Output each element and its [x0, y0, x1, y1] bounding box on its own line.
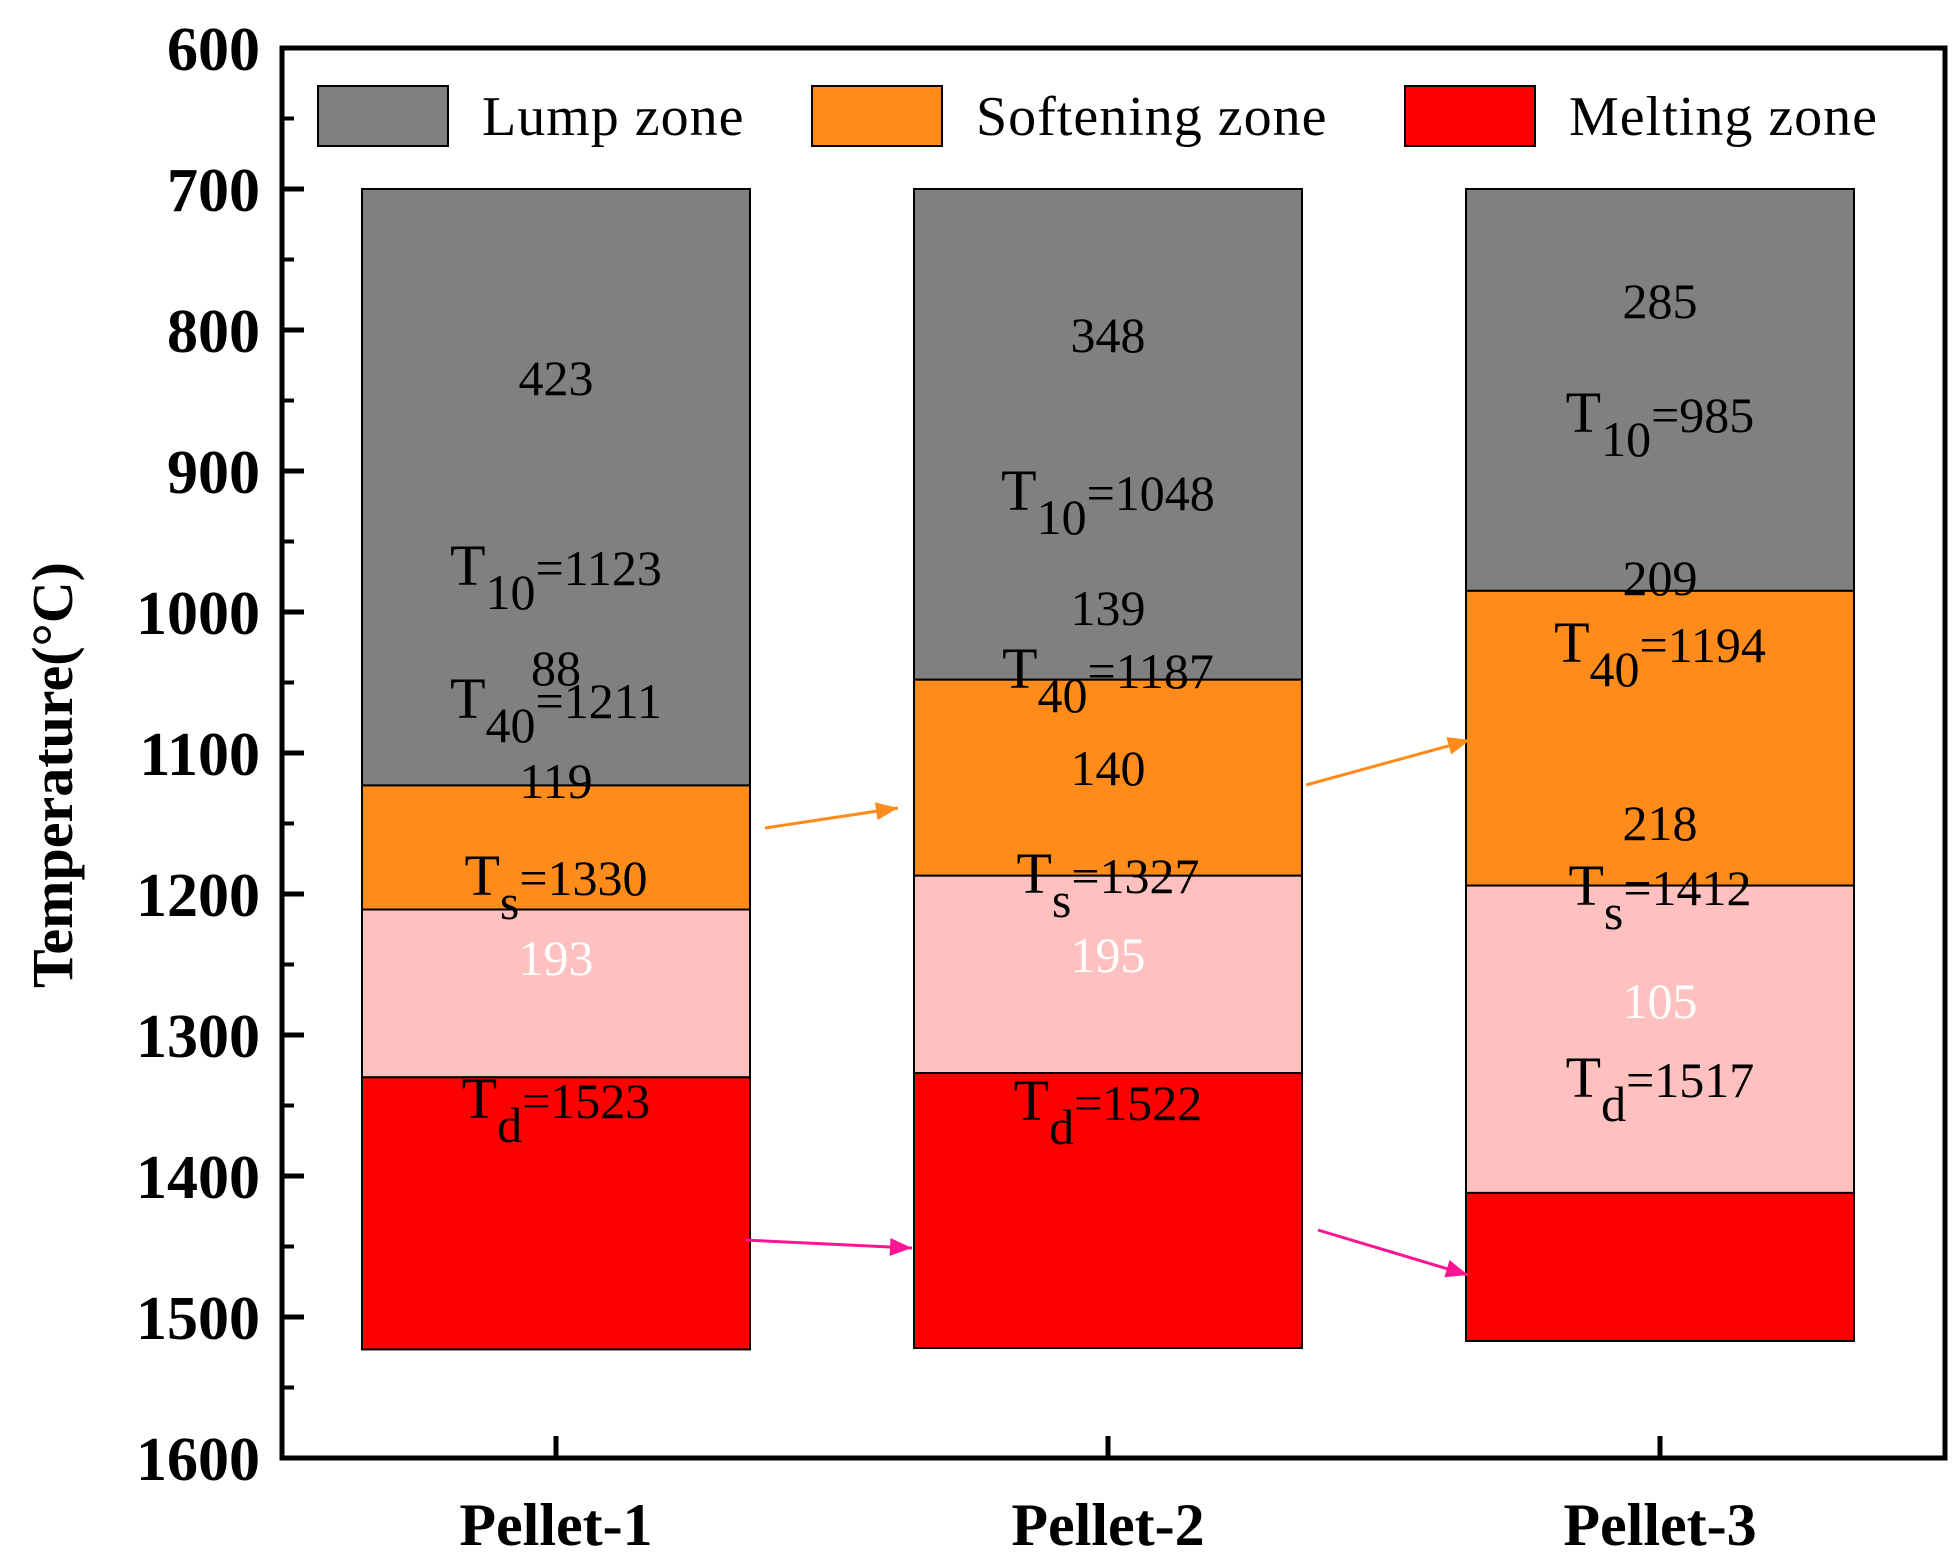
melting-width-label-2: 195	[1071, 927, 1146, 983]
softening-upper-width-label-3: 209	[1623, 550, 1698, 606]
y-tick-label-1100: 1100	[139, 721, 260, 789]
melting-arrow-1-line	[744, 1238, 913, 1250]
y-tick-label-1300: 1300	[136, 1003, 260, 1071]
softening-arrow-1	[764, 802, 899, 830]
softening-upper-segment-3	[1465, 589, 1855, 887]
legend-label-1: Lump zone	[482, 86, 744, 148]
melting-width-label-1: 193	[519, 930, 594, 986]
softening-lower-width-label-3: 218	[1623, 795, 1698, 851]
softening-lower-segment-3	[1465, 884, 1855, 1194]
legend-swatch-3	[1404, 85, 1536, 147]
lump-width-label-2: 348	[1071, 307, 1146, 363]
legend-label-2: Softening zone	[976, 86, 1327, 148]
y-tick-label-1000: 1000	[136, 580, 260, 648]
softening-upper-segment-2	[913, 678, 1303, 877]
softening-lower-width-label-1: 119	[519, 753, 592, 809]
softening-upper-segment-1	[361, 784, 751, 911]
lump-width-label-1: 423	[519, 350, 594, 406]
x-category-label-2: Pellet-2	[1011, 1492, 1204, 1558]
y-tick-label-1600: 1600	[136, 1426, 260, 1494]
lump-segment-2	[913, 188, 1303, 681]
softening-lower-width-label-2: 140	[1071, 740, 1146, 796]
melting-segment-2	[913, 1072, 1303, 1350]
y-axis-title: Temperature(°C)	[20, 562, 85, 988]
bars-layer	[361, 188, 1855, 1351]
softening-upper-width-label-1: 88	[531, 640, 581, 696]
td-label-3: Td=1517	[1566, 1045, 1755, 1132]
y-tick-label-700: 700	[167, 157, 260, 225]
y-tick-label-1200: 1200	[136, 862, 260, 930]
td-label-2: Td=1522	[1014, 1068, 1203, 1155]
legend-layer: Lump zone Softening zone Melting zone	[317, 85, 1878, 148]
arrows-layer	[744, 737, 1471, 1278]
t40-label-2: T40=1187	[1002, 636, 1214, 723]
ts-label-2: Ts=1327	[1016, 841, 1199, 928]
t10-label-2: T10=1048	[1001, 458, 1215, 545]
melting-width-label-3: 105	[1623, 973, 1698, 1029]
melting-arrow-2-head	[1444, 1260, 1468, 1278]
t10-label-1: T10=1123	[450, 533, 662, 620]
melting-segment-3	[1465, 1191, 1855, 1342]
softening-upper-width-label-2: 139	[1071, 580, 1146, 636]
legend-label-3: Melting zone	[1569, 86, 1878, 148]
y-tick-label-900: 900	[167, 439, 260, 507]
softening-arrow-1-head	[874, 802, 898, 821]
softening-arrow-2-line	[1305, 738, 1471, 787]
t10-label-3: T10=985	[1566, 380, 1755, 467]
melting-arrow-2-line	[1317, 1228, 1469, 1277]
ts-label-1: Ts=1330	[464, 843, 647, 930]
lump-width-label-3: 285	[1623, 273, 1698, 329]
melting-segment-1	[361, 1076, 751, 1351]
y-tick-label-800: 800	[167, 298, 260, 366]
x-category-label-3: Pellet-3	[1563, 1492, 1756, 1558]
softening-arrow-2-head	[1446, 737, 1470, 755]
melting-arrow-2	[1317, 1228, 1469, 1278]
y-tick-label-1500: 1500	[136, 1285, 260, 1353]
legend-swatch-2	[811, 85, 943, 147]
softening-arrow-1-line	[764, 806, 899, 830]
t40-label-3: T40=1194	[1554, 610, 1766, 697]
softening-arrow-2	[1305, 737, 1471, 787]
legend-swatch-1	[317, 85, 449, 147]
axes-layer: 600 700 800 900 1000 1100 1200 1300 1400 1500 1600…	[20, 16, 1948, 1558]
td-label-1: Td=1523	[462, 1066, 651, 1153]
x-category-label-1: Pellet-1	[459, 1492, 652, 1558]
y-tick-label-600: 600	[167, 16, 260, 84]
t40-label-1: T40=1211	[450, 666, 662, 753]
y-tick-label-1400: 1400	[136, 1144, 260, 1212]
ts-label-3: Ts=1412	[1568, 853, 1751, 940]
softening-lower-segment-1	[361, 908, 751, 1079]
lump-segment-1	[361, 188, 751, 787]
melting-arrow-1-head	[889, 1237, 912, 1256]
melting-arrow-1	[744, 1237, 913, 1256]
